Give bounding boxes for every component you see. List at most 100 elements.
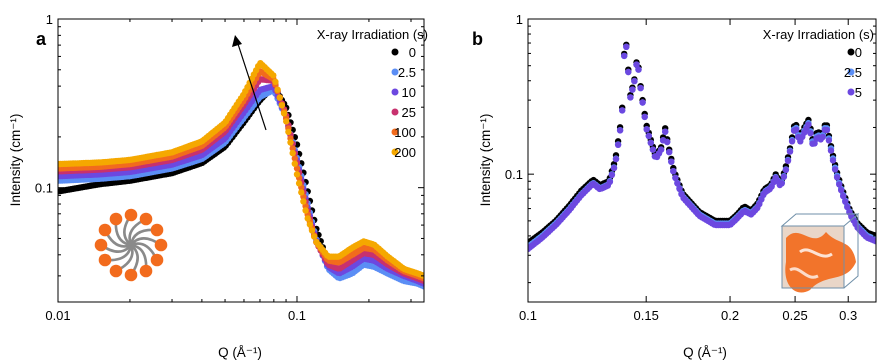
surfactant-head [94, 238, 108, 252]
data-point [293, 171, 301, 178]
data-point [649, 146, 657, 153]
surfactant-head [154, 238, 168, 252]
legend-marker [391, 148, 399, 156]
series-b-5 [528, 43, 876, 253]
data-point [623, 43, 630, 50]
legend-marker [391, 128, 399, 136]
data-point [825, 137, 833, 144]
data-point [840, 192, 847, 200]
legend-item: 5 [847, 85, 862, 100]
series-points-a [58, 60, 424, 290]
data-point [833, 174, 841, 181]
legend-marker [847, 68, 855, 76]
data-point [274, 86, 281, 93]
legend-a: X-ray Irradiation (s) 0 2.5 10 25 100 200 [317, 27, 428, 160]
data-point [647, 139, 654, 146]
data-point [788, 138, 796, 145]
legend-marker [391, 88, 399, 96]
trend-arrow [232, 35, 267, 131]
legend-label: 200 [394, 145, 416, 160]
axes-b: 0.1 0.15 0.2 0.25 0.3 0.1 1 [505, 12, 876, 323]
panel-label-b: b [472, 29, 483, 49]
data-point [836, 181, 843, 188]
data-point [612, 155, 620, 163]
data-point [614, 141, 622, 148]
data-point [291, 155, 298, 162]
gyroid-highlight [789, 267, 819, 279]
chart-panel-a: a 0.01 0.1 0.1 1 Intensity (cm⁻¹) Q (Å⁻¹) X… [8, 12, 428, 360]
legend-item: 2.5 [844, 65, 862, 80]
data-point [668, 158, 675, 165]
data-point [674, 180, 681, 187]
y-tick-label: 1 [46, 12, 53, 27]
data-point [278, 102, 286, 109]
data-point [827, 147, 835, 154]
y-tick-label: 1 [516, 12, 523, 27]
data-point [302, 207, 309, 214]
data-point [829, 157, 837, 164]
data-point [610, 164, 618, 172]
x-tick-label: 0.1 [288, 308, 306, 323]
data-point [641, 113, 648, 121]
data-point [270, 72, 277, 79]
legend-label: 0 [409, 45, 416, 60]
surfactant-head [139, 212, 153, 226]
data-point [782, 166, 790, 174]
micelle-schematic-inset [94, 208, 168, 282]
legend-title-b: X-ray Irradiation (s) [763, 27, 874, 42]
data-point [285, 128, 292, 136]
legend-marker [847, 88, 855, 96]
data-point [308, 227, 316, 234]
data-point [639, 99, 646, 106]
data-point [645, 132, 652, 140]
x-tick-label: 0.3 [839, 308, 857, 323]
data-point [300, 198, 307, 205]
data-point [291, 160, 298, 167]
legend-label: 2.5 [398, 65, 416, 80]
y-axis-label-a: Intensity (cm⁻¹) [8, 114, 23, 207]
data-point [823, 126, 831, 134]
legend-item: 200 [391, 145, 416, 160]
legend-marker [391, 108, 399, 116]
legend-b: X-ray Irradiation (s) 0 2.5 5 [763, 27, 874, 100]
gyroid-highlight [799, 248, 833, 258]
data-point [670, 168, 677, 175]
legend-label: 5 [855, 85, 862, 100]
gyroid-surface [785, 232, 856, 293]
data-point [657, 146, 665, 153]
legend-title-a: X-ray Irradiation (s) [317, 27, 428, 42]
plot-frame-a [57, 18, 425, 303]
legend-marker [847, 48, 855, 56]
surfactant-head [124, 268, 138, 282]
data-point [872, 238, 876, 245]
data-point [786, 148, 794, 155]
data-point [280, 110, 288, 117]
data-point [838, 187, 845, 194]
data-point [304, 215, 311, 222]
data-point [805, 121, 812, 128]
x-tick-label: 0.01 [45, 308, 70, 323]
data-point [633, 61, 640, 68]
legend-item: 2.5 [391, 65, 416, 80]
x-tick-label: 0.1 [519, 308, 537, 323]
data-point [643, 126, 650, 133]
data-point [621, 52, 628, 60]
data-point [627, 94, 634, 101]
data-point [283, 118, 290, 125]
data-point [672, 174, 679, 182]
data-point [819, 133, 826, 141]
data-point [664, 138, 671, 146]
surfactant-head [109, 264, 123, 278]
data-point [625, 68, 632, 76]
legend-item: 25 [391, 105, 416, 120]
x-tick-label: 0.25 [782, 308, 807, 323]
axes-a: 0.01 0.1 0.1 1 [35, 12, 424, 323]
data-point [306, 221, 314, 228]
series-points-b [528, 41, 876, 253]
surfactant-head [139, 264, 153, 278]
surfactant-head [109, 212, 123, 226]
surfactant-head [150, 223, 164, 237]
surfactant-head [150, 253, 164, 267]
plot-frame-b [527, 18, 877, 303]
data-point [807, 130, 814, 137]
